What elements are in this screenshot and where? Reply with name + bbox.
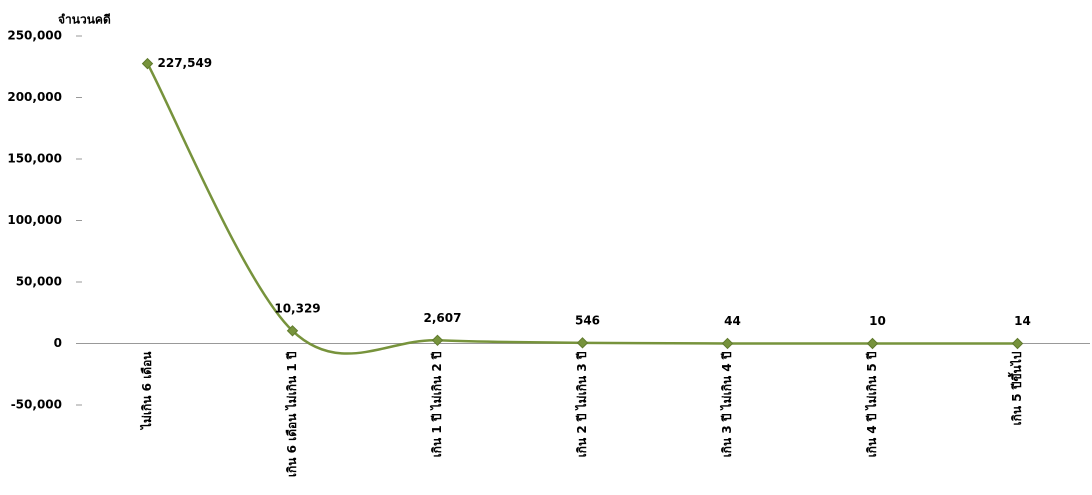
y-tick-label: 0 xyxy=(54,336,62,350)
data-label: 10,329 xyxy=(274,301,320,315)
marker xyxy=(141,57,154,70)
marker xyxy=(286,325,299,337)
data-label: 14 xyxy=(1014,314,1031,328)
y-tick-label: 250,000 xyxy=(7,29,62,43)
data-label: 546 xyxy=(575,313,600,327)
x-tick-label: เกิน 2 ปี ไม่เกิน 3 ปี xyxy=(574,351,589,457)
y-tick-label: 200,000 xyxy=(7,90,62,104)
y-tick-label: 150,000 xyxy=(7,152,62,166)
x-tick-label: เกิน 1 ปี ไม่เกิน 2 ปี xyxy=(429,351,444,457)
x-tick-label: เกิน 5 ปีขึ้นไป xyxy=(1007,351,1024,425)
x-tick-label: เกิน 6 เดือน ไม่เกิน 1 ปี xyxy=(284,351,299,477)
y-tick-label: 100,000 xyxy=(7,213,62,227)
x-tick-label: เกิน 4 ปี ไม่เกิน 5 ปี xyxy=(864,351,879,457)
x-tick-label: ไม่เกิน 6 เดือน xyxy=(139,351,154,431)
marker xyxy=(576,337,589,349)
marker xyxy=(1011,337,1024,350)
marker xyxy=(866,337,879,350)
data-label: 2,607 xyxy=(424,311,462,325)
y-tick-label: 50,000 xyxy=(16,275,62,289)
marker xyxy=(431,334,444,347)
marker xyxy=(721,337,734,350)
x-tick-label: เกิน 3 ปี ไม่เกิน 4 ปี xyxy=(719,351,734,457)
data-label: 10 xyxy=(869,314,886,328)
y-tick-label: -50,000 xyxy=(11,398,62,412)
data-label: 44 xyxy=(724,314,741,328)
data-label: 227,549 xyxy=(158,56,213,70)
y-axis-label: จำนวนคดี xyxy=(58,13,111,27)
